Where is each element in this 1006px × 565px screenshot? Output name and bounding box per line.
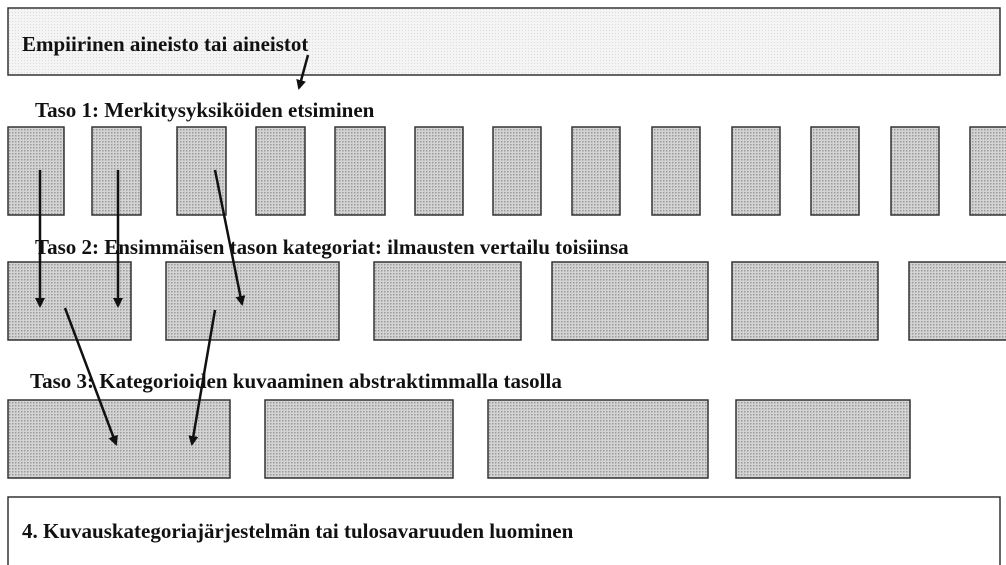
bottom-title: 4. Kuvauskategoriajärjestelmän tai tulos… (22, 519, 574, 543)
unit-box (731, 261, 879, 341)
top-title: Empiirinen aineisto tai aineistot (22, 32, 308, 56)
unit-box (7, 261, 132, 341)
unit-box (334, 126, 386, 216)
unit-box (651, 126, 701, 216)
unit-box (551, 261, 709, 341)
unit-box (735, 399, 911, 479)
arrow (296, 54, 310, 90)
unit-box (414, 126, 464, 216)
bottom-box (7, 496, 1001, 565)
arrow (213, 169, 246, 306)
arrow (63, 307, 118, 446)
unit-box (908, 261, 1006, 341)
unit-box (492, 126, 542, 216)
unit-box (91, 126, 142, 216)
unit-box (176, 126, 227, 216)
level-label: Taso 3: Kategorioiden kuvaaminen abstrak… (30, 369, 562, 393)
unit-box (487, 399, 709, 479)
arrow (188, 309, 217, 446)
unit-box (373, 261, 522, 341)
unit-box (890, 126, 940, 216)
unit-box (165, 261, 340, 341)
unit-box (969, 126, 1006, 216)
unit-box (571, 126, 621, 216)
unit-box (810, 126, 860, 216)
level-label: Taso 1: Merkitysyksiköiden etsiminen (35, 98, 375, 122)
unit-box (264, 399, 454, 479)
top-box (7, 7, 1001, 76)
unit-box (255, 126, 306, 216)
unit-box (7, 126, 65, 216)
level-label: Taso 2: Ensimmäisen tason kategoriat: il… (35, 235, 629, 259)
unit-box (731, 126, 781, 216)
